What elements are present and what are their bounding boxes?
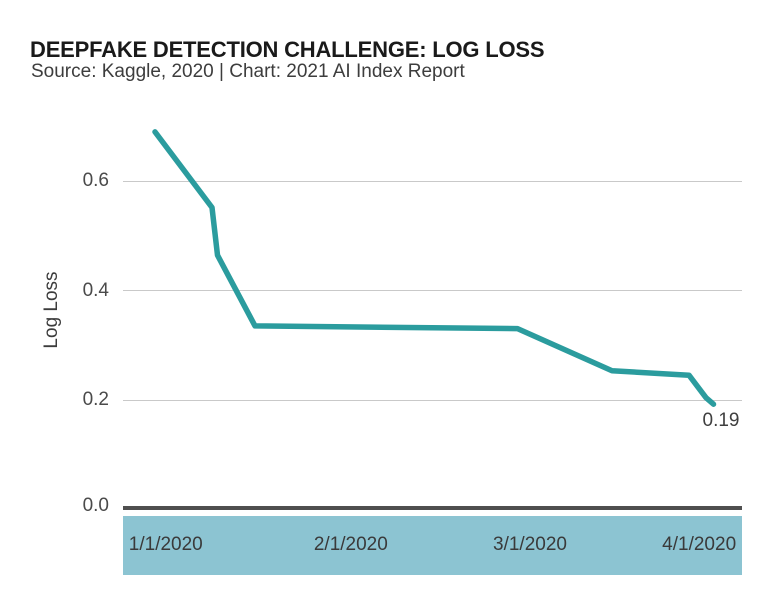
y-tick-label-0.2: 0.2: [82, 389, 109, 411]
x-tick-label-4-1-2020: 4/1/2020: [662, 534, 737, 555]
x-axis-band: 1/1/2020 2/1/2020 3/1/2020 4/1/2020: [123, 516, 742, 575]
chart-subtitle: Source: Kaggle, 2020 | Chart: 2021 AI In…: [31, 61, 465, 82]
end-value-label: 0.19: [702, 410, 740, 431]
trend-line: [152, 129, 717, 407]
y-tick-label-0.0: 0.0: [82, 495, 109, 516]
y-tick-label-0.4: 0.4: [82, 279, 109, 301]
x-tick-label-1-1-2020: 1/1/2020: [128, 534, 203, 555]
gridline-0.4: [123, 290, 742, 292]
gridline-0.2: [123, 399, 742, 401]
chart-title: DEEPFAKE DETECTION CHALLENGE: LOG LOSS: [30, 37, 545, 62]
y-tick-label-0.6: 0.6: [82, 170, 109, 192]
gridline-0.6: [123, 180, 742, 182]
x-tick-label-3-1-2020: 3/1/2020: [493, 534, 567, 555]
x-tick-label-2-1-2020: 2/1/2020: [313, 534, 388, 555]
zero-axis-line: [123, 506, 742, 510]
